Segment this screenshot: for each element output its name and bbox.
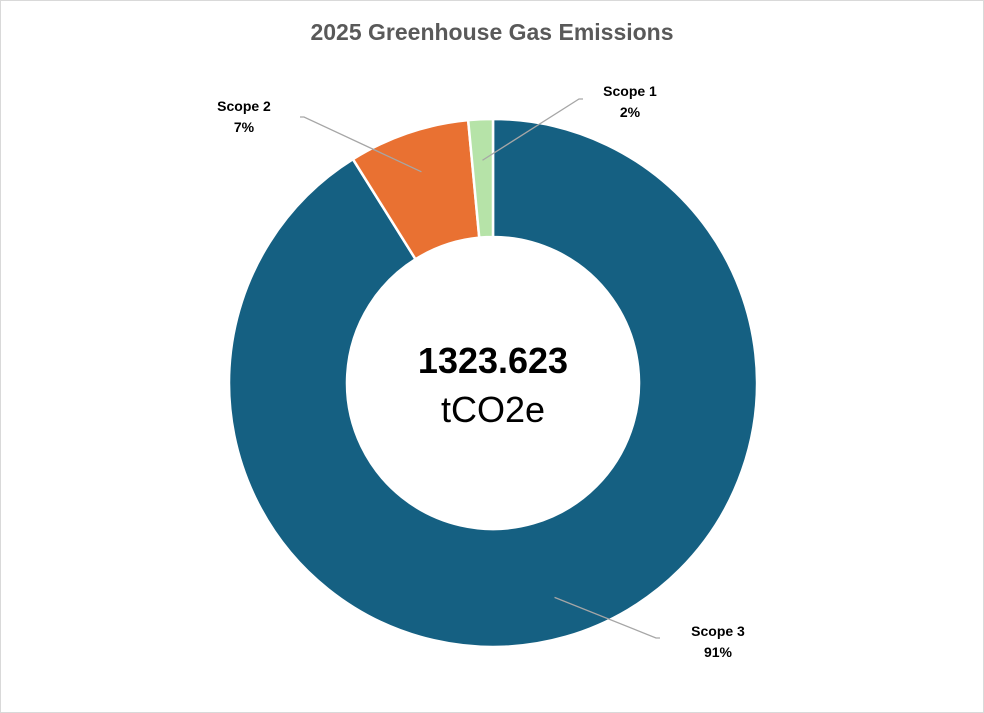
center-unit-label: tCO2e: [441, 389, 545, 430]
segment-labels: Scope 1 2% Scope 2 7% Scope 3 91%: [217, 83, 745, 660]
center-total-value: 1323.623: [418, 340, 568, 381]
label-percent-scope-2: 7%: [234, 119, 255, 135]
label-name-scope-3: Scope 3: [691, 623, 745, 639]
label-name-scope-2: Scope 2: [217, 98, 271, 114]
leader-line-scope-2: [300, 116, 422, 173]
label-name-scope-1: Scope 1: [603, 83, 657, 99]
slice-scope-3: [227, 117, 759, 649]
leader-line-scope-3: [554, 596, 660, 639]
leader-lines: [300, 98, 660, 639]
label-percent-scope-1: 2%: [620, 104, 641, 120]
leader-line-scope-1: [482, 98, 583, 161]
donut-slices: [227, 117, 759, 649]
slice-scope-1: [466, 117, 495, 240]
chart-title: 2025 Greenhouse Gas Emissions: [310, 19, 674, 45]
label-percent-scope-3: 91%: [704, 644, 733, 660]
